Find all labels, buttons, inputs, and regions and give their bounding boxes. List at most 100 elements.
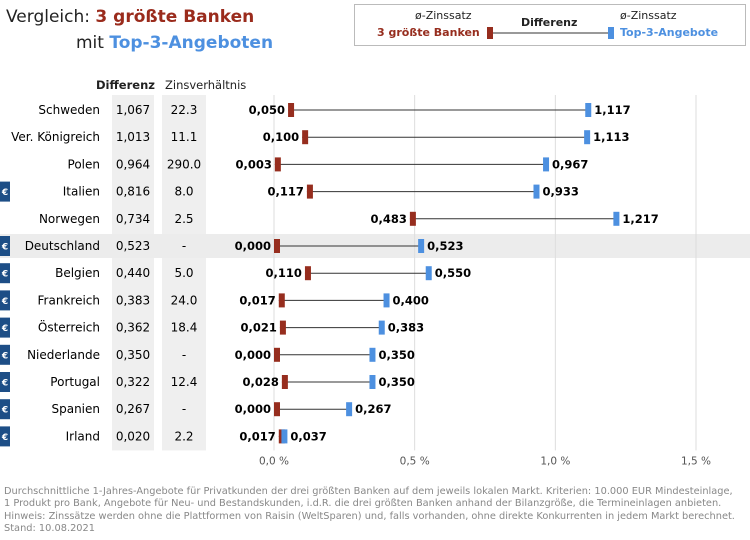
top3-marker	[613, 211, 620, 226]
legend-diff-label: Differenz	[521, 16, 578, 29]
top3-marker	[378, 320, 385, 335]
country-label: Deutschland	[25, 239, 100, 253]
country-label: Ver. Königreich	[11, 130, 100, 144]
big-banks-marker	[306, 184, 313, 199]
top3-value-label: 0,400	[393, 293, 429, 307]
country-label: Norwegen	[39, 212, 100, 226]
top3-value-label: 1,217	[622, 212, 658, 226]
top3-value-label: 0,267	[355, 402, 391, 416]
big-banks-marker	[409, 211, 416, 226]
top3-value-label: 0,037	[290, 429, 326, 443]
euro-symbol-icon: €	[1, 270, 8, 280]
top3-value-label: 1,117	[594, 103, 630, 117]
diff-value: 0,020	[116, 429, 150, 443]
big-banks-marker	[304, 266, 311, 281]
title-line-2: mit Top-3-Angeboten	[6, 30, 273, 56]
country-label: Spanien	[51, 402, 100, 416]
title-highlight-big-banks: 3 größte Banken	[95, 7, 255, 27]
column-header-diff: Differenz	[96, 78, 155, 92]
ratio-value: 290.0	[167, 157, 201, 171]
footnote-line: Stand: 10.08.2021	[4, 523, 95, 535]
big-banks-marker	[279, 320, 286, 335]
euro-symbol-icon: €	[1, 406, 8, 416]
top3-value-label: 0,967	[552, 157, 588, 171]
euro-badge-icon	[0, 317, 10, 338]
ratio-value: 18.4	[171, 321, 198, 335]
ratio-value: -	[182, 348, 186, 362]
title-highlight-top3: Top-3-Angeboten	[109, 33, 274, 53]
top3-marker	[543, 157, 550, 172]
big-banks-value-label: 0,483	[370, 212, 406, 226]
diff-value: 0,816	[116, 185, 150, 199]
legend-top3-marker	[608, 27, 614, 39]
country-label: Polen	[68, 157, 100, 171]
big-banks-value-label: 0,117	[268, 185, 304, 199]
diff-value: 0,267	[116, 402, 150, 416]
euro-symbol-icon: €	[1, 351, 8, 361]
x-tick-label: 1,5 %	[681, 455, 711, 467]
ratio-column-bg	[162, 95, 206, 451]
big-banks-value-label: 0,050	[249, 103, 285, 117]
euro-symbol-icon: €	[1, 324, 8, 334]
x-tick-label: 1,0 %	[540, 455, 570, 467]
diff-value: 0,350	[116, 348, 150, 362]
big-banks-value-label: 0,017	[239, 429, 275, 443]
country-label: Österreich	[38, 319, 100, 335]
big-banks-value-label: 0,028	[242, 375, 278, 389]
big-banks-marker	[278, 293, 285, 308]
big-banks-marker	[274, 402, 280, 417]
title-line-1: Vergleich: 3 größte Banken	[6, 4, 273, 30]
legend-right-header: ø-Zinssatz	[620, 9, 677, 22]
euro-badge-icon	[0, 236, 10, 256]
top3-marker	[369, 375, 376, 389]
footnote-line: Durchschnittliche 1-Jahres-Angebote für …	[4, 486, 733, 497]
big-banks-value-label: 0,003	[235, 157, 271, 171]
footnote: Durchschnittliche 1-Jahres-Angebote für …	[4, 486, 744, 536]
euro-badge-icon	[0, 426, 10, 447]
country-label: Irland	[66, 429, 100, 443]
ratio-value: 2.2	[174, 429, 193, 443]
legend-big-banks-label: 3 größte Banken	[377, 26, 480, 39]
big-banks-marker	[274, 347, 280, 362]
big-banks-marker	[288, 103, 295, 117]
diff-value: 0,523	[116, 239, 150, 253]
diff-value: 0,383	[116, 293, 150, 307]
x-tick-label: 0,5 %	[400, 455, 430, 467]
diff-value: 0,362	[116, 321, 150, 335]
ratio-value: 12.4	[171, 375, 198, 389]
chart-title: Vergleich: 3 größte Banken mit Top-3-Ang…	[6, 4, 273, 56]
legend-left-header: ø-Zinssatz	[415, 9, 472, 22]
big-banks-value-label: 0,000	[235, 402, 271, 416]
top3-value-label: 0,550	[435, 266, 471, 280]
country-label: Frankreich	[38, 293, 100, 307]
legend-top3-label: Top-3-Angebote	[620, 26, 719, 39]
diff-value: 0,440	[116, 266, 150, 280]
euro-badge-icon	[0, 399, 10, 420]
big-banks-value-label: 0,100	[263, 130, 299, 144]
big-banks-value-label: 0,021	[241, 321, 277, 335]
big-banks-marker	[274, 239, 280, 253]
top3-marker	[584, 130, 591, 145]
euro-symbol-icon: €	[1, 433, 8, 443]
top3-marker	[418, 239, 425, 253]
big-banks-value-label: 0,017	[239, 293, 275, 307]
legend-big-banks-marker	[487, 27, 493, 39]
title-prefix-2: mit	[76, 33, 110, 53]
euro-badge-icon	[0, 263, 10, 284]
ratio-value: 2.5	[174, 212, 193, 226]
country-label: Italien	[63, 185, 100, 199]
top3-value-label: 0,523	[427, 239, 463, 253]
top3-marker	[281, 429, 288, 444]
diff-value: 1,013	[116, 130, 150, 144]
footnote-line: Hinweis: Zinssätze werden ohne die Platt…	[4, 510, 735, 522]
big-banks-value-label: 0,110	[266, 266, 302, 280]
big-banks-value-label: 0,000	[235, 239, 271, 253]
top3-marker	[585, 103, 592, 117]
ratio-value: 24.0	[171, 293, 198, 307]
ratio-value: 11.1	[171, 130, 198, 144]
top3-marker	[369, 347, 376, 362]
big-banks-marker	[281, 375, 288, 389]
top3-value-label: 0,350	[378, 348, 414, 362]
top3-marker	[425, 266, 432, 281]
dumbbell-chart: 0,0 % 0,5 % 1,0 % 1,5 % Schweden 1,067 22.3 0,0…	[0, 95, 750, 467]
